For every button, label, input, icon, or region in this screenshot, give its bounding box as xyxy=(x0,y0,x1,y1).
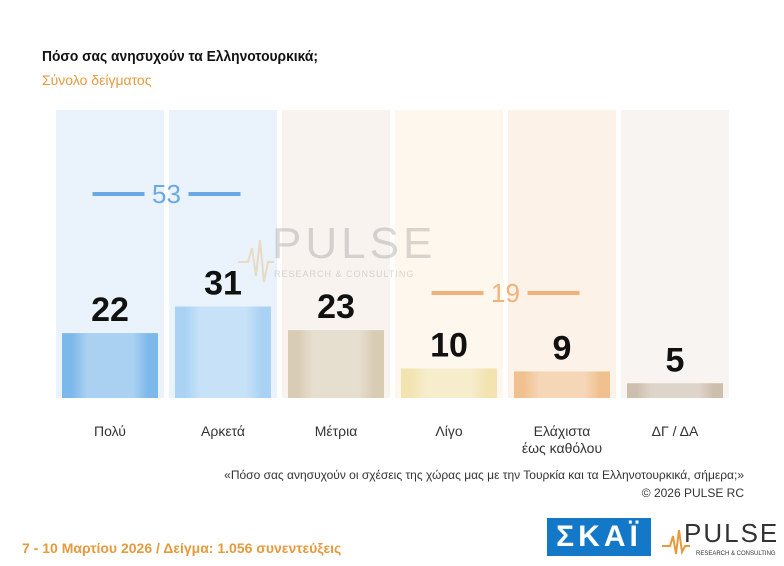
column-background xyxy=(621,110,729,398)
bar-value-label: 23 xyxy=(317,288,355,326)
pulse-logo-brand: PULSE xyxy=(684,518,776,548)
pulse-logo: PULSE RESEARCH & CONSULTING xyxy=(662,518,776,557)
bar-highlight xyxy=(71,333,149,398)
bar-highlight xyxy=(410,368,488,398)
bar-value-label: 5 xyxy=(666,341,685,379)
pulse-wave-icon xyxy=(662,529,690,556)
category-label: Ελάχιστα xyxy=(534,423,591,439)
bar-highlight xyxy=(184,306,262,398)
column-background xyxy=(508,110,616,398)
bar-value-label: 31 xyxy=(204,265,242,303)
column-background xyxy=(395,110,503,398)
watermark-tagline: RESEARCH & CONSULTING xyxy=(274,269,414,279)
copyright-text: © 2026 PULSE RC xyxy=(641,486,744,500)
group-total-label: 19 xyxy=(491,278,520,308)
skai-logo: ΣΚΑΪ xyxy=(547,518,651,556)
pulse-watermark: PULSE RESEARCH & CONSULTING xyxy=(238,219,436,283)
bar-highlight xyxy=(523,371,601,398)
category-label: Πολύ xyxy=(94,423,126,439)
group-total-label: 53 xyxy=(152,179,181,209)
bar-value-label: 22 xyxy=(91,291,129,329)
category-label: ΔΓ / ΔΑ xyxy=(652,423,699,439)
survey-dates: 7 - 10 Μαρτίου 2026 / Δείγμα: 1.056 συνε… xyxy=(22,540,342,556)
category-label: Αρκετά xyxy=(201,423,245,439)
bar-highlight xyxy=(297,330,375,398)
bar-value-label: 10 xyxy=(430,327,468,365)
category-label: έως καθόλου xyxy=(522,440,602,456)
category-label: Λίγο xyxy=(435,423,462,439)
watermark-brand: PULSE xyxy=(272,219,436,268)
bar-highlight xyxy=(636,383,714,398)
pulse-logo-tagline: RESEARCH & CONSULTING xyxy=(696,551,776,557)
chart-title: Πόσο σας ανησυχούν τα Ελληνοτουρκικά; xyxy=(42,48,318,65)
question-text: «Πόσο σας ανησυχούν οι σχέσεις της χώρας… xyxy=(224,468,744,482)
bar-value-label: 9 xyxy=(553,329,572,367)
category-label: Μέτρια xyxy=(315,423,358,439)
chart-subtitle: Σύνολο δείγματος xyxy=(42,72,152,88)
